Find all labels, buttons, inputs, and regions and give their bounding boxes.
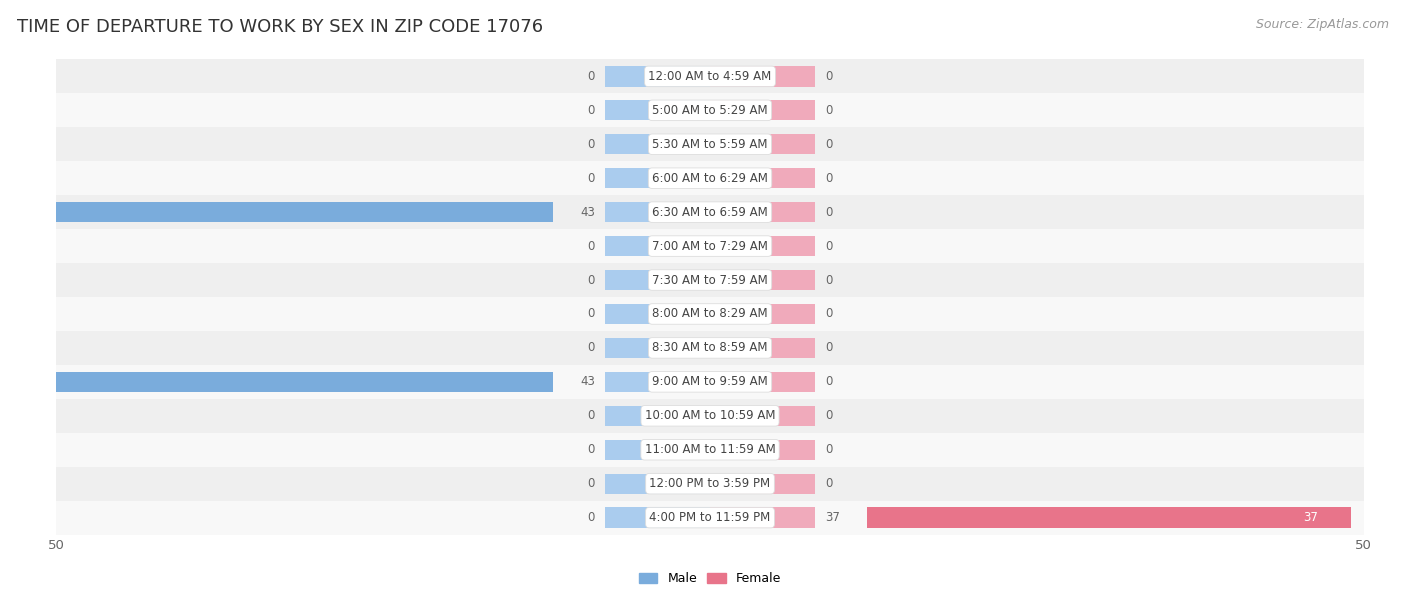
Text: 0: 0 <box>588 273 595 286</box>
Text: 0: 0 <box>825 206 832 219</box>
Text: TIME OF DEPARTURE TO WORK BY SEX IN ZIP CODE 17076: TIME OF DEPARTURE TO WORK BY SEX IN ZIP … <box>17 18 543 36</box>
Bar <box>606 338 710 358</box>
Text: 0: 0 <box>588 104 595 117</box>
Bar <box>0 202 553 222</box>
Bar <box>710 304 814 324</box>
Bar <box>710 270 814 290</box>
Text: 7:00 AM to 7:29 AM: 7:00 AM to 7:29 AM <box>652 239 768 252</box>
Text: 0: 0 <box>825 138 832 151</box>
Text: 0: 0 <box>588 70 595 83</box>
Bar <box>606 66 710 87</box>
Bar <box>606 134 710 154</box>
Text: 4:00 PM to 11:59 PM: 4:00 PM to 11:59 PM <box>650 511 770 524</box>
Text: 8:30 AM to 8:59 AM: 8:30 AM to 8:59 AM <box>652 342 768 355</box>
Text: 10:00 AM to 10:59 AM: 10:00 AM to 10:59 AM <box>645 409 775 422</box>
Text: 0: 0 <box>588 138 595 151</box>
Text: 0: 0 <box>588 239 595 252</box>
Bar <box>56 467 1364 501</box>
Text: 0: 0 <box>588 477 595 490</box>
Bar <box>710 66 814 87</box>
Bar <box>56 195 1364 229</box>
Bar <box>56 331 1364 365</box>
Bar <box>56 433 1364 467</box>
Bar <box>710 168 814 188</box>
Bar <box>606 236 710 256</box>
Text: 43: 43 <box>581 375 595 388</box>
Text: 5:00 AM to 5:29 AM: 5:00 AM to 5:29 AM <box>652 104 768 117</box>
Bar <box>606 304 710 324</box>
Bar <box>868 507 1351 528</box>
Bar <box>606 507 710 528</box>
Text: 0: 0 <box>588 172 595 185</box>
Text: 0: 0 <box>825 104 832 117</box>
Text: 43: 43 <box>24 206 38 219</box>
Bar <box>606 168 710 188</box>
Text: 0: 0 <box>825 409 832 422</box>
Bar <box>606 406 710 426</box>
Bar <box>710 134 814 154</box>
Text: 11:00 AM to 11:59 AM: 11:00 AM to 11:59 AM <box>645 443 775 456</box>
Text: 6:30 AM to 6:59 AM: 6:30 AM to 6:59 AM <box>652 206 768 219</box>
Text: 0: 0 <box>825 273 832 286</box>
Bar <box>56 399 1364 433</box>
Bar <box>606 440 710 460</box>
Text: 0: 0 <box>588 342 595 355</box>
Bar <box>710 202 814 222</box>
Bar <box>56 127 1364 161</box>
Bar <box>56 297 1364 331</box>
Text: 0: 0 <box>588 443 595 456</box>
Text: 0: 0 <box>825 308 832 321</box>
Text: 0: 0 <box>588 409 595 422</box>
Text: 7:30 AM to 7:59 AM: 7:30 AM to 7:59 AM <box>652 273 768 286</box>
Bar <box>606 270 710 290</box>
Bar <box>710 473 814 494</box>
Bar <box>0 372 553 392</box>
Bar <box>56 501 1364 535</box>
Text: 0: 0 <box>825 477 832 490</box>
Text: 43: 43 <box>24 375 38 388</box>
Bar <box>56 59 1364 93</box>
Text: 37: 37 <box>825 511 839 524</box>
Bar <box>606 372 710 392</box>
Text: 0: 0 <box>588 308 595 321</box>
Bar <box>710 100 814 121</box>
Text: 9:00 AM to 9:59 AM: 9:00 AM to 9:59 AM <box>652 375 768 388</box>
Text: 43: 43 <box>581 206 595 219</box>
Bar <box>56 229 1364 263</box>
Legend: Male, Female: Male, Female <box>634 567 786 590</box>
Text: Source: ZipAtlas.com: Source: ZipAtlas.com <box>1256 18 1389 31</box>
Text: 5:30 AM to 5:59 AM: 5:30 AM to 5:59 AM <box>652 138 768 151</box>
Text: 0: 0 <box>825 443 832 456</box>
Text: 0: 0 <box>825 70 832 83</box>
Bar <box>710 372 814 392</box>
Bar <box>56 161 1364 195</box>
Text: 0: 0 <box>825 375 832 388</box>
Text: 0: 0 <box>588 511 595 524</box>
Bar <box>710 338 814 358</box>
Bar <box>56 93 1364 127</box>
Text: 8:00 AM to 8:29 AM: 8:00 AM to 8:29 AM <box>652 308 768 321</box>
Text: 6:00 AM to 6:29 AM: 6:00 AM to 6:29 AM <box>652 172 768 185</box>
Text: 0: 0 <box>825 342 832 355</box>
Bar <box>606 202 710 222</box>
Bar <box>56 365 1364 399</box>
Bar <box>606 100 710 121</box>
Bar <box>710 507 814 528</box>
Bar <box>710 236 814 256</box>
Bar <box>56 263 1364 297</box>
Text: 0: 0 <box>825 172 832 185</box>
Text: 12:00 AM to 4:59 AM: 12:00 AM to 4:59 AM <box>648 70 772 83</box>
Bar <box>710 440 814 460</box>
Text: 0: 0 <box>825 239 832 252</box>
Text: 12:00 PM to 3:59 PM: 12:00 PM to 3:59 PM <box>650 477 770 490</box>
Bar <box>606 473 710 494</box>
Bar <box>710 406 814 426</box>
Text: 37: 37 <box>1303 511 1317 524</box>
